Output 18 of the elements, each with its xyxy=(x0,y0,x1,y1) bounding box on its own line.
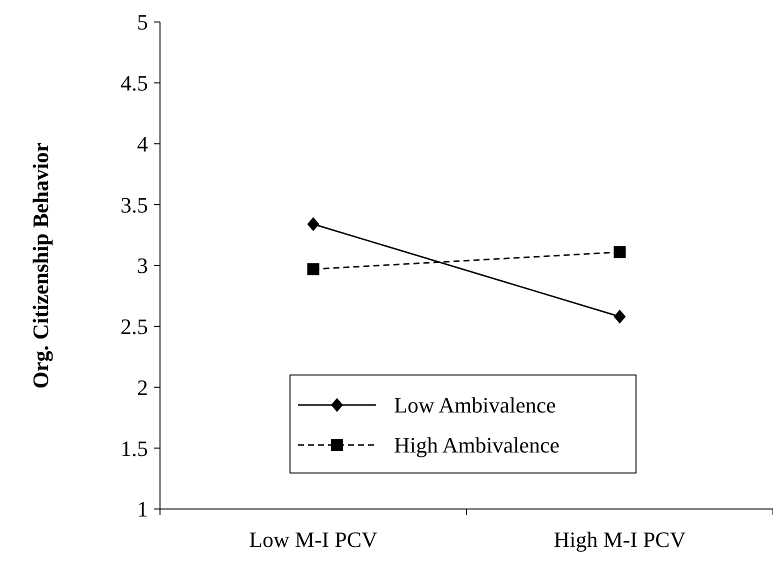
y-tick-label: 2.5 xyxy=(120,314,148,340)
x-tick-label: High M-I PCV xyxy=(554,527,686,552)
y-tick-label: 2 xyxy=(137,374,148,400)
point xyxy=(614,246,626,258)
y-tick-label: 4 xyxy=(137,131,148,156)
legend-label: High Ambivalence xyxy=(394,432,560,458)
x-tick-label: Low M-I PCV xyxy=(249,527,378,552)
point xyxy=(614,310,626,324)
point xyxy=(307,263,320,276)
y-tick-label: 3 xyxy=(137,253,148,278)
point xyxy=(307,217,320,232)
y-axis-title: Org. Citizenship Behavior xyxy=(28,142,53,389)
y-tick-label: 1.5 xyxy=(120,436,148,461)
y-tick-label: 5 xyxy=(137,10,148,35)
y-tick-label: 4.5 xyxy=(120,70,148,96)
y-tick-label: 1 xyxy=(137,496,148,522)
legend-label: Low Ambivalence xyxy=(394,392,556,418)
y-tick-label: 3.5 xyxy=(120,192,148,218)
